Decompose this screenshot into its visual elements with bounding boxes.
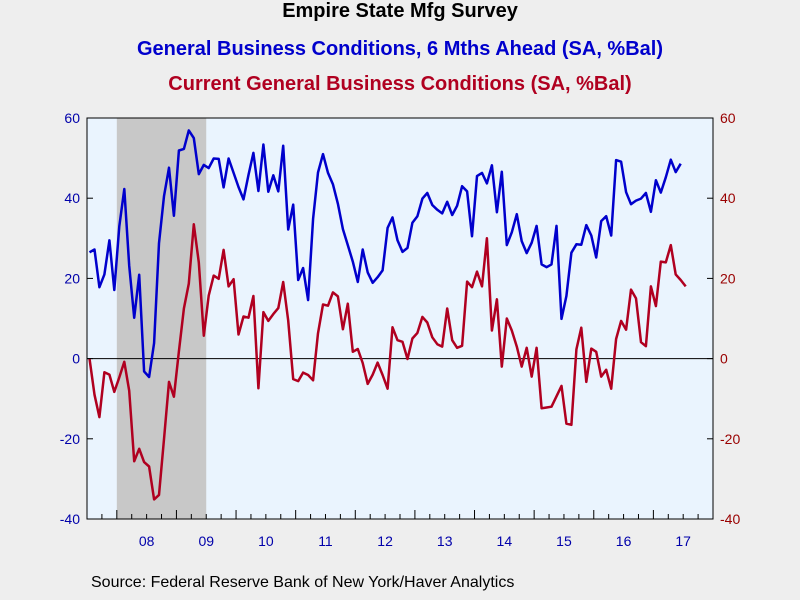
source-note: Source: Federal Reserve Bank of New York… — [91, 574, 515, 591]
x-tick-label: 08 — [139, 533, 155, 549]
x-tick-label: 10 — [258, 533, 274, 549]
y-tick-label-right: -20 — [720, 431, 740, 447]
x-tick-label: 13 — [437, 533, 453, 549]
x-tick-label: 09 — [198, 533, 214, 549]
y-tick-label-left: -20 — [60, 431, 80, 447]
x-tick-label: 14 — [497, 533, 513, 549]
y-tick-label-right: 60 — [720, 110, 736, 126]
y-tick-label-right: -40 — [720, 511, 740, 527]
y-tick-label-right: 0 — [720, 351, 728, 367]
y-tick-label-left: 20 — [64, 270, 80, 286]
y-tick-label-left: 40 — [64, 190, 80, 206]
recession-shading — [116, 118, 207, 519]
y-tick-label-right: 40 — [720, 190, 736, 206]
x-tick-label: 12 — [377, 533, 393, 549]
x-tick-label: 11 — [318, 533, 333, 549]
y-tick-label-left: -40 — [60, 511, 80, 527]
y-tick-label-left: 60 — [64, 110, 80, 126]
series-line-current-conditions — [88, 223, 687, 501]
x-tick-label: 15 — [556, 533, 572, 549]
chart-title: Empire State Mfg Survey — [282, 0, 518, 22]
x-tick-label: 16 — [616, 533, 632, 549]
x-tick-label: 17 — [675, 533, 691, 549]
subtitle-six-month-ahead: General Business Conditions, 6 Mths Ahea… — [136, 38, 663, 60]
subtitle-current-conditions: Current General Business Conditions (SA,… — [168, 73, 632, 95]
y-tick-label-right: 20 — [720, 270, 736, 286]
y-tick-label-left: 0 — [72, 351, 80, 367]
series-line-six-month-ahead — [88, 129, 682, 379]
